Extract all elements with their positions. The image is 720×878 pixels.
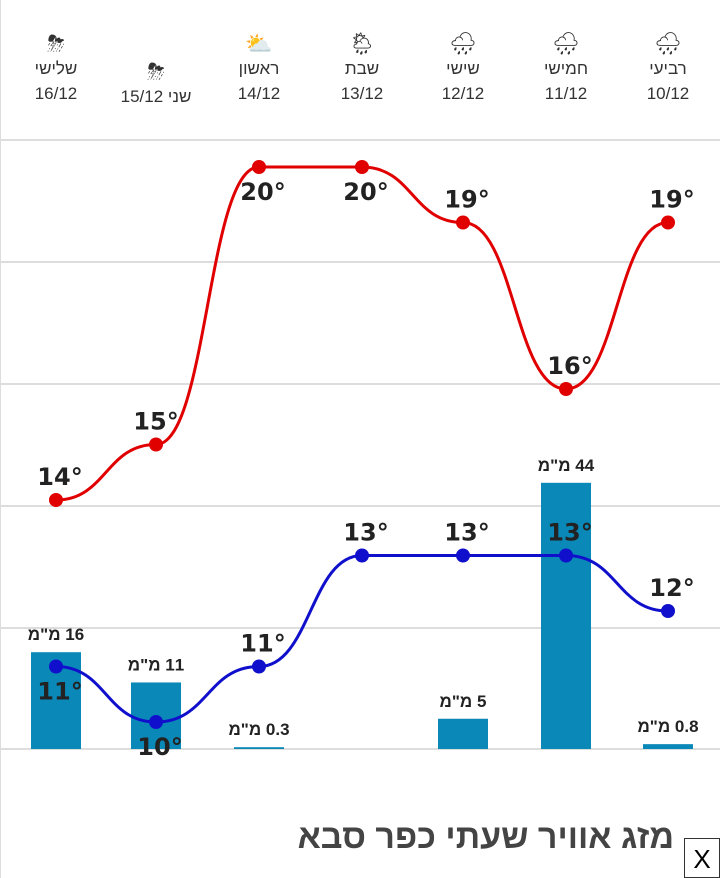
rain-label: 16 מ"מ [28,625,84,644]
high-point [661,215,675,230]
high-label: 14° [37,463,82,491]
high-point [252,160,266,174]
day-date: 16/12 [34,84,78,103]
low-point [252,659,266,674]
low-point [456,548,470,563]
rain-thunder-icon: ⛈ [147,59,165,84]
high-point [456,215,470,230]
rain-bar [234,747,284,749]
low-label: 12° [649,574,694,602]
high-point [559,382,573,396]
day-date: 11/12 [544,84,588,103]
rain-bar [643,744,693,749]
day-name: שבת [344,59,380,78]
day-header: 🌧 שישי 12/12 [413,32,513,106]
close-button[interactable]: X [684,838,720,878]
low-label: 13° [444,519,489,547]
rain-label: 44 מ"מ [538,456,595,475]
rain-label: 0.8 מ"מ [637,717,698,736]
rain-label: 0.3 מ"מ [228,720,289,739]
high-label: 19° [649,186,694,214]
day-name: רביעי [649,59,687,78]
high-label: 20° [343,178,388,206]
low-label: 11° [37,678,82,706]
low-point [661,604,675,618]
high-label: 15° [133,408,178,436]
partly-cloudy-icon: ⛅ [245,31,273,56]
high-label: 16° [547,352,592,380]
rain-label: 5 מ"מ [440,692,487,711]
high-point [149,437,163,452]
low-point [355,548,369,563]
low-point [49,659,63,674]
low-label: 11° [240,630,285,658]
low-label: 13° [343,519,388,547]
day-date: 14/12 [237,84,281,103]
day-name: שישי [446,59,480,78]
high-label: 19° [444,186,489,214]
low-label: 10° [137,733,182,761]
day-date: 13/12 [340,84,384,103]
page-title: מזג אוויר שעתי כפר סבא [297,818,674,856]
day-header: ⛅ ראשון 14/12 [209,32,309,106]
low-point [149,715,163,729]
low-point [559,548,573,563]
high-label: 20° [240,178,285,206]
day-header: ⛈ שני 15/12 [106,60,206,109]
day-header: 🌧 חמישי 11/12 [516,32,616,106]
rain-bar [541,482,591,749]
day-date: 10/12 [646,84,690,103]
rain-label: 11 מ"מ [128,655,184,674]
rain-sun-icon: 🌦 [348,31,376,56]
day-name: חמישי [543,59,589,78]
low-label: 13° [547,519,592,547]
rain-thunder-icon: ⛈ [47,31,65,56]
day-header: 🌧 רביעי 10/12 [618,32,718,106]
rain-icon: 🌧 [449,31,477,56]
day-name: ראשון [238,59,280,78]
high-line [55,165,669,502]
high-point [49,493,63,507]
high-point [355,160,369,174]
day-header: ⛈ שלישי 16/12 [6,32,106,106]
rain-bar [438,718,488,749]
day-date: 12/12 [441,84,485,103]
day-name: שלישי [34,59,78,78]
day-date: שני 15/12 [120,87,192,106]
rain-icon: 🌧 [654,31,682,56]
day-header: 🌦 שבת 13/12 [312,32,412,106]
forecast-chart: 16 מ"מ 11 מ"מ 0.3 מ"מ 5 מ"מ 44 מ"מ 0.8 מ"מ 14°… [1,139,720,761]
rain-icon: 🌧 [552,31,580,56]
